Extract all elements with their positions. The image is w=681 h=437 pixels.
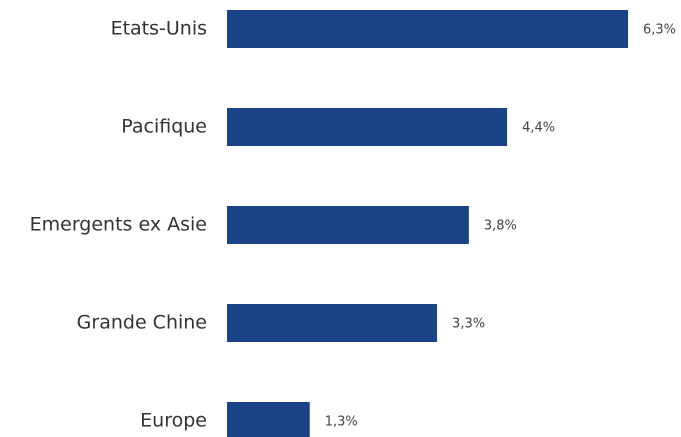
category-label: Emergents ex Asie bbox=[30, 214, 207, 236]
value-label: 3,3% bbox=[452, 317, 485, 332]
category-label: Grande Chine bbox=[77, 312, 207, 334]
bar bbox=[227, 304, 438, 342]
bar bbox=[227, 206, 469, 244]
value-label: 3,8% bbox=[484, 219, 517, 234]
category-label: Etats-Unis bbox=[111, 18, 207, 40]
bar bbox=[227, 10, 628, 48]
bar bbox=[227, 108, 508, 146]
category-label: Pacifique bbox=[121, 116, 207, 138]
category-label: Europe bbox=[140, 410, 207, 432]
value-label: 1,3% bbox=[325, 415, 358, 430]
bar bbox=[227, 402, 310, 437]
value-label: 4,4% bbox=[522, 121, 555, 136]
value-label: 6,3% bbox=[643, 23, 676, 38]
